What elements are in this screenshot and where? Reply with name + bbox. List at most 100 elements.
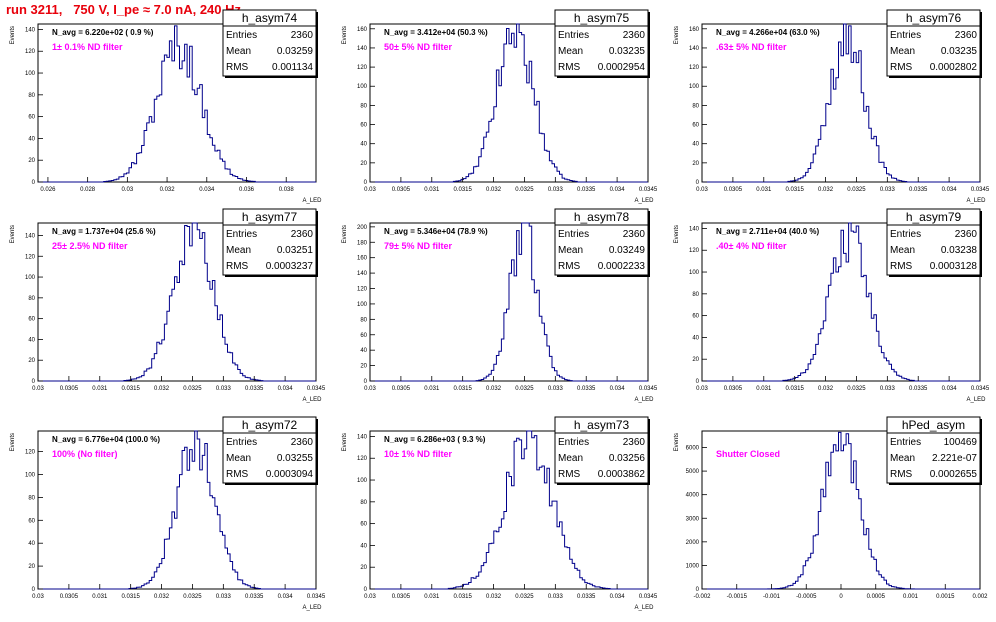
stats-hist-name: hPed_asym	[902, 418, 965, 432]
x-tick-label: 0.0305	[60, 386, 79, 392]
stats-box	[222, 416, 317, 484]
y-tick-label: 1000	[686, 563, 700, 569]
stats-value: 2.221e-07	[932, 453, 977, 464]
y-axis-label: Events	[10, 225, 16, 243]
x-tick-label: 0.031	[92, 386, 108, 392]
stats-value: 0.03238	[941, 245, 978, 256]
x-axis-label: A_LED	[302, 198, 322, 204]
y-axis-label: Events	[342, 225, 348, 243]
stats-value: 2360	[623, 229, 646, 240]
y-tick-label: 80	[28, 296, 35, 302]
histogram-panel-hPed_asym: -0.002 -0.0015 -0.001 -0.0005 0 0.0005 0.001 0.…	[674, 416, 988, 600]
navg-label: N_avg = 4.266e+04 (63.0 %)	[716, 28, 820, 37]
x-tick-label: 0.03	[364, 187, 376, 193]
y-tick-label: 100	[25, 71, 36, 77]
y-tick-label: 80	[692, 103, 699, 109]
x-tick-label: 0.033	[548, 187, 564, 193]
filter-annotation: 100% (No filter)	[52, 449, 118, 459]
stats-hist-name: h_asym72	[242, 418, 298, 432]
x-tick-label: 0.0315	[453, 594, 472, 600]
y-axis-label: Events	[10, 26, 16, 44]
y-tick-label: 80	[360, 500, 367, 506]
x-tick-label: 0.036	[239, 187, 255, 193]
x-tick-label: 0.0315	[121, 386, 140, 392]
stats-value: 2360	[623, 30, 646, 41]
x-axis-label: A_LED	[302, 397, 322, 403]
histogram-line	[38, 25, 316, 183]
x-tick-label: 0.031	[424, 386, 440, 392]
x-tick-label: 0.0015	[936, 594, 955, 600]
x-tick-label: 0.033	[548, 386, 564, 392]
stats-value: 0.03259	[277, 46, 314, 57]
histogram-panel-h_asym79: 0.03 0.0305 0.031 0.0315 0.032 0.0325 0.033 0.0…	[674, 208, 990, 403]
x-axis-label: A_LED	[634, 605, 654, 611]
x-tick-label: 0.032	[154, 386, 170, 392]
x-tick-label: 0.0325	[847, 386, 866, 392]
y-tick-label: 0	[696, 587, 700, 593]
y-tick-label: 120	[689, 248, 700, 254]
y-axis-label: Events	[674, 433, 680, 451]
filter-annotation: 25± 2.5% ND filter	[52, 241, 128, 251]
y-tick-label: 80	[360, 103, 367, 109]
y-tick-label: 140	[689, 46, 700, 52]
y-tick-label: 4000	[686, 493, 700, 499]
y-tick-label: 5000	[686, 469, 700, 475]
y-tick-label: 60	[360, 123, 367, 129]
stats-key: Mean	[558, 453, 583, 464]
y-tick-label: 0	[696, 180, 700, 186]
stats-hist-name: h_asym74	[242, 11, 298, 25]
y-tick-label: 120	[25, 49, 36, 55]
y-tick-label: 6000	[686, 446, 700, 452]
y-tick-label: 140	[25, 27, 36, 33]
x-tick-label: 0.0315	[121, 594, 140, 600]
x-tick-label: 0.03	[32, 594, 44, 600]
x-tick-label: 0.032	[818, 386, 834, 392]
x-tick-label: 0.032	[486, 386, 502, 392]
stats-key: RMS	[226, 469, 249, 480]
x-tick-label: 0.031	[424, 594, 440, 600]
filter-annotation: .40± 4% ND filter	[716, 241, 787, 251]
y-tick-label: 140	[357, 434, 368, 440]
x-tick-label: 0.032	[160, 187, 176, 193]
x-tick-label: 0.034	[199, 187, 215, 193]
stats-key: RMS	[558, 261, 581, 272]
stats-value: 0.03235	[609, 46, 646, 57]
histogram-panel-h_asym76: 0.03 0.0305 0.031 0.0315 0.032 0.0325 0.033 0.0…	[674, 9, 990, 204]
plot-frame	[701, 222, 981, 382]
x-axis-label: A_LED	[966, 198, 986, 204]
x-tick-label: 0.03	[122, 187, 134, 193]
stats-key: Entries	[558, 30, 589, 41]
y-tick-label: 60	[28, 115, 35, 121]
stats-value: 2360	[955, 30, 978, 41]
y-tick-label: 40	[360, 142, 367, 148]
y-tick-label: 20	[28, 158, 35, 164]
y-tick-label: 80	[28, 495, 35, 501]
y-tick-label: 120	[25, 254, 36, 260]
y-tick-label: 160	[357, 27, 368, 33]
plot-frame	[369, 430, 649, 590]
y-tick-label: 60	[28, 317, 35, 323]
y-tick-label: 80	[692, 292, 699, 298]
y-tick-label: 60	[692, 123, 699, 129]
navg-label: N_avg = 1.737e+04 (25.6 %)	[52, 227, 156, 236]
x-tick-label: 0.0325	[847, 187, 866, 193]
stats-value: 0.0003128	[930, 261, 978, 272]
x-tick-label: 0.0325	[515, 386, 534, 392]
x-tick-label: 0.0005	[867, 594, 886, 600]
x-tick-label: 0.0345	[971, 386, 990, 392]
y-tick-label: 0	[364, 180, 368, 186]
stats-box	[222, 9, 317, 77]
stats-value: 0.0002233	[598, 261, 646, 272]
stats-hist-name: h_asym73	[574, 418, 630, 432]
x-tick-label: 0.0305	[724, 187, 743, 193]
stats-value: 0.03249	[609, 245, 646, 256]
x-tick-label: 0.034	[942, 386, 958, 392]
plot-frame	[37, 23, 317, 183]
x-tick-label: 0.0315	[453, 187, 472, 193]
stats-key: Entries	[226, 30, 257, 41]
x-tick-label: 0.0315	[453, 386, 472, 392]
y-tick-label: 40	[28, 541, 35, 547]
stats-value: 0.0002802	[930, 62, 978, 73]
y-tick-label: 120	[357, 287, 368, 293]
